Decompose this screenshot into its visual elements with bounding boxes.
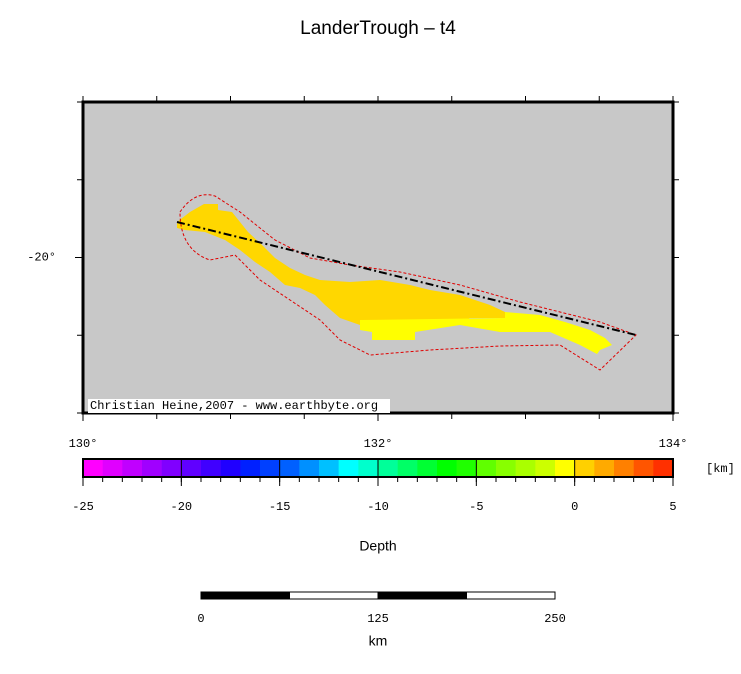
x-tick-label: 134° [659, 437, 688, 451]
color-step [142, 459, 162, 477]
scalebar-unit: km [369, 633, 388, 649]
scale-tick-label: 125 [367, 612, 389, 626]
colorbar-tick-label: -25 [72, 500, 94, 514]
x-tick-label: 132° [364, 437, 393, 451]
credit: Christian Heine,2007 - www.earthbyte.org [90, 399, 378, 413]
title: LanderTrough – t4 [300, 18, 456, 39]
color-step [102, 459, 123, 477]
scale-tick-label: 250 [544, 612, 566, 626]
colorbar-tick-label: -20 [171, 500, 193, 514]
color-step [122, 459, 143, 477]
depth-area [177, 204, 505, 330]
colorbar-tick-label: 5 [669, 500, 676, 514]
color-step [476, 459, 497, 477]
color-step [555, 459, 575, 477]
y-tick-label: -20° [27, 251, 56, 265]
color-step [574, 459, 595, 477]
color-step [633, 459, 654, 477]
scale-segment [377, 591, 467, 600]
color-step [338, 459, 359, 477]
color-step [240, 459, 261, 477]
color-step [496, 459, 516, 477]
color-step [319, 459, 339, 477]
color-step [83, 459, 103, 477]
color-step [378, 459, 398, 477]
scale-segment [289, 591, 379, 600]
color-step [220, 459, 241, 477]
color-step [279, 459, 300, 477]
colorbar-label: Depth [359, 538, 396, 554]
colorbar-tick-label: -10 [367, 500, 389, 514]
colorbar-tick-label: -5 [469, 500, 483, 514]
color-step [397, 459, 418, 477]
color-step [437, 459, 457, 477]
color-step [515, 459, 536, 477]
color-step [299, 459, 320, 477]
color-step [614, 459, 634, 477]
credit-box [88, 399, 390, 413]
color-step [161, 459, 182, 477]
profile-line [176, 221, 637, 336]
color-step [535, 459, 556, 477]
scale-tick-label: 0 [197, 612, 204, 626]
scale-segment [466, 591, 556, 600]
map-background [83, 102, 673, 413]
color-step [417, 459, 438, 477]
x-tick-label: 130° [69, 437, 98, 451]
depth-area-shallow [360, 312, 612, 354]
colorbar-unit: [km] [706, 462, 735, 476]
colorbar-tick-label: 0 [571, 500, 578, 514]
color-step [358, 459, 379, 477]
color-step [594, 459, 615, 477]
colorbar-tick-label: -15 [269, 500, 291, 514]
color-step [653, 459, 674, 477]
color-step [201, 459, 221, 477]
color-step [181, 459, 202, 477]
color-step [260, 459, 280, 477]
outline [179, 194, 637, 371]
color-step [456, 459, 477, 477]
scale-segment [200, 591, 290, 600]
